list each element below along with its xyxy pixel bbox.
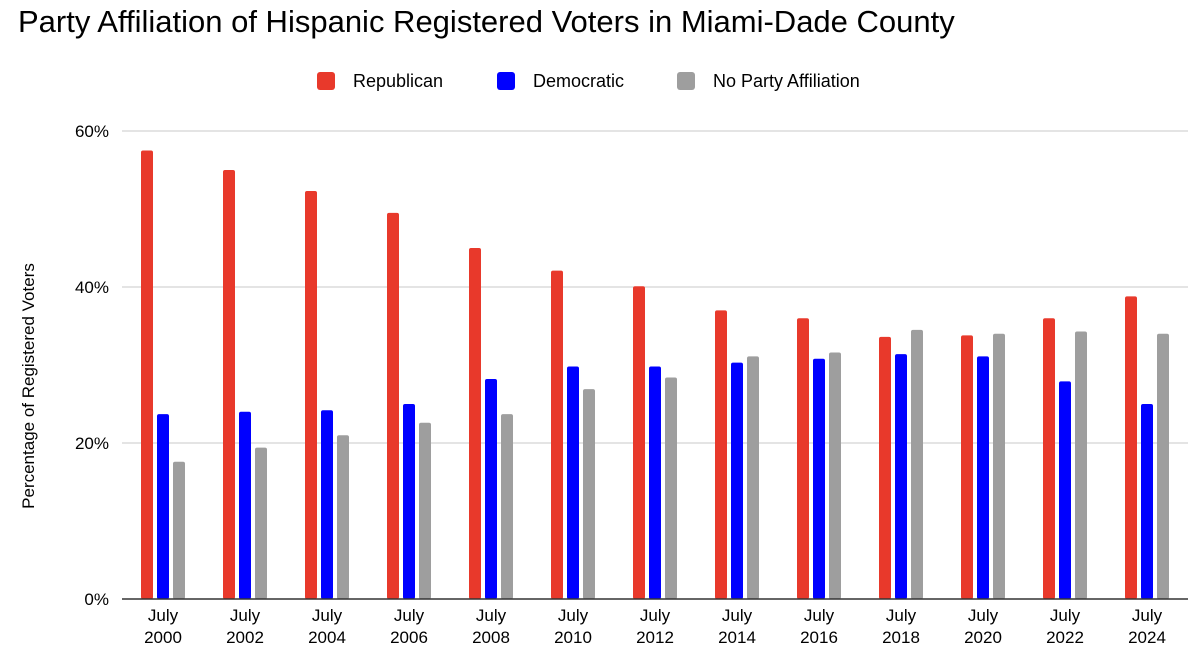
bar-no-party-affiliation xyxy=(501,414,513,599)
bar-republican xyxy=(387,212,399,599)
bar-republican xyxy=(961,335,973,599)
x-tick-label-line: July xyxy=(1132,606,1163,625)
bar-no-party-affiliation xyxy=(911,329,923,599)
bar-democratic xyxy=(567,366,579,599)
x-tick-label-line: July xyxy=(230,606,261,625)
legend-item-democratic[interactable]: Democratic xyxy=(497,68,624,94)
legend-swatch-democratic xyxy=(497,72,515,90)
bar-republican xyxy=(305,191,317,599)
bar-no-party-affiliation xyxy=(173,461,185,599)
legend-swatch-no-party-affiliation xyxy=(677,72,695,90)
x-tick-label-line: July xyxy=(968,606,999,625)
bar-republican xyxy=(1125,296,1137,599)
x-tick-label: July 2022 xyxy=(1046,606,1084,647)
bar-democratic xyxy=(157,414,169,599)
bar-republican xyxy=(633,286,645,599)
x-tick-label-line: July xyxy=(804,606,835,625)
bar-no-party-affiliation xyxy=(583,389,595,599)
y-tick-label: 40% xyxy=(75,278,109,297)
x-tick-label: July 2014 xyxy=(718,606,756,647)
x-tick-label: July 2018 xyxy=(882,606,920,647)
legend-item-republican[interactable]: Republican xyxy=(317,68,443,94)
x-tick-label: July 2012 xyxy=(636,606,674,647)
bar-democratic xyxy=(403,404,415,599)
x-tick-label-line: 2010 xyxy=(554,628,592,647)
x-tick-label-line: July xyxy=(148,606,179,625)
bar-republican xyxy=(715,310,727,599)
bar-democratic xyxy=(895,354,907,599)
x-tick-label: July 2006 xyxy=(390,606,428,647)
x-tick-label: July 2008 xyxy=(472,606,510,647)
legend-swatch-republican xyxy=(317,72,335,90)
x-tick-label-line: 2002 xyxy=(226,628,264,647)
bar-no-party-affiliation xyxy=(1157,333,1169,599)
x-tick-label-line: July xyxy=(640,606,671,625)
x-tick-label: July 2000 xyxy=(144,606,182,647)
bar-no-party-affiliation xyxy=(255,447,267,599)
x-tick-label-line: 2000 xyxy=(144,628,182,647)
bar-democratic xyxy=(731,362,743,599)
x-tick-label-line: 2016 xyxy=(800,628,838,647)
bar-no-party-affiliation xyxy=(747,356,759,599)
bar-no-party-affiliation xyxy=(829,352,841,599)
bar-democratic xyxy=(1059,381,1071,599)
x-tick-label-line: July xyxy=(558,606,589,625)
bar-no-party-affiliation xyxy=(993,333,1005,599)
bar-no-party-affiliation xyxy=(419,422,431,599)
x-tick-label-line: July xyxy=(886,606,917,625)
bar-democratic xyxy=(485,379,497,599)
chart-title: Party Affiliation of Hispanic Registered… xyxy=(18,4,955,39)
x-tick-label-line: 2024 xyxy=(1128,628,1166,647)
x-tick-label-line: 2014 xyxy=(718,628,756,647)
bar-democratic xyxy=(977,356,989,599)
y-tick-label: 0% xyxy=(84,590,109,609)
bar-no-party-affiliation xyxy=(665,377,677,599)
legend-label-republican: Republican xyxy=(353,70,444,91)
x-tick-label-line: 2012 xyxy=(636,628,674,647)
x-tick-label: July 2010 xyxy=(554,606,592,647)
x-tick-label: July 2024 xyxy=(1128,606,1166,647)
bar-republican xyxy=(551,270,563,599)
x-tick-label: July 2016 xyxy=(800,606,838,647)
x-tick-label-line: 2006 xyxy=(390,628,428,647)
bar-democratic xyxy=(813,358,825,599)
bar-democratic xyxy=(649,366,661,599)
bar-democratic xyxy=(239,411,251,599)
x-tick-label: July 2020 xyxy=(964,606,1002,647)
bar-no-party-affiliation xyxy=(337,435,349,599)
bar-democratic xyxy=(321,410,333,599)
x-tick-label: July 2002 xyxy=(226,606,264,647)
x-tick-label-line: July xyxy=(476,606,507,625)
x-tick-label-line: 2008 xyxy=(472,628,510,647)
x-tick-label: July 2004 xyxy=(308,606,346,647)
x-tick-label-line: 2004 xyxy=(308,628,346,647)
x-tick-label-line: 2022 xyxy=(1046,628,1084,647)
y-tick-label: 20% xyxy=(75,434,109,453)
y-tick-label: 60% xyxy=(75,122,109,141)
x-tick-label-line: July xyxy=(722,606,753,625)
x-tick-label-line: July xyxy=(1050,606,1081,625)
x-tick-label-line: 2018 xyxy=(882,628,920,647)
bar-republican xyxy=(469,248,481,599)
bar-republican xyxy=(1043,318,1055,599)
bar-republican xyxy=(223,170,235,599)
bar-republican xyxy=(141,150,153,599)
legend-label-no-party-affiliation: No Party Affiliation xyxy=(713,70,860,91)
x-tick-label-line: July xyxy=(312,606,343,625)
x-tick-label-line: 2020 xyxy=(964,628,1002,647)
legend: Republican Democratic No Party Affiliati… xyxy=(0,68,1196,94)
bar-republican xyxy=(797,318,809,599)
legend-label-democratic: Democratic xyxy=(533,70,625,91)
bar-no-party-affiliation xyxy=(1075,331,1087,599)
bar-democratic xyxy=(1141,404,1153,599)
bar-republican xyxy=(879,336,891,599)
legend-item-no-party-affiliation[interactable]: No Party Affiliation xyxy=(677,68,860,94)
x-tick-label-line: July xyxy=(394,606,425,625)
